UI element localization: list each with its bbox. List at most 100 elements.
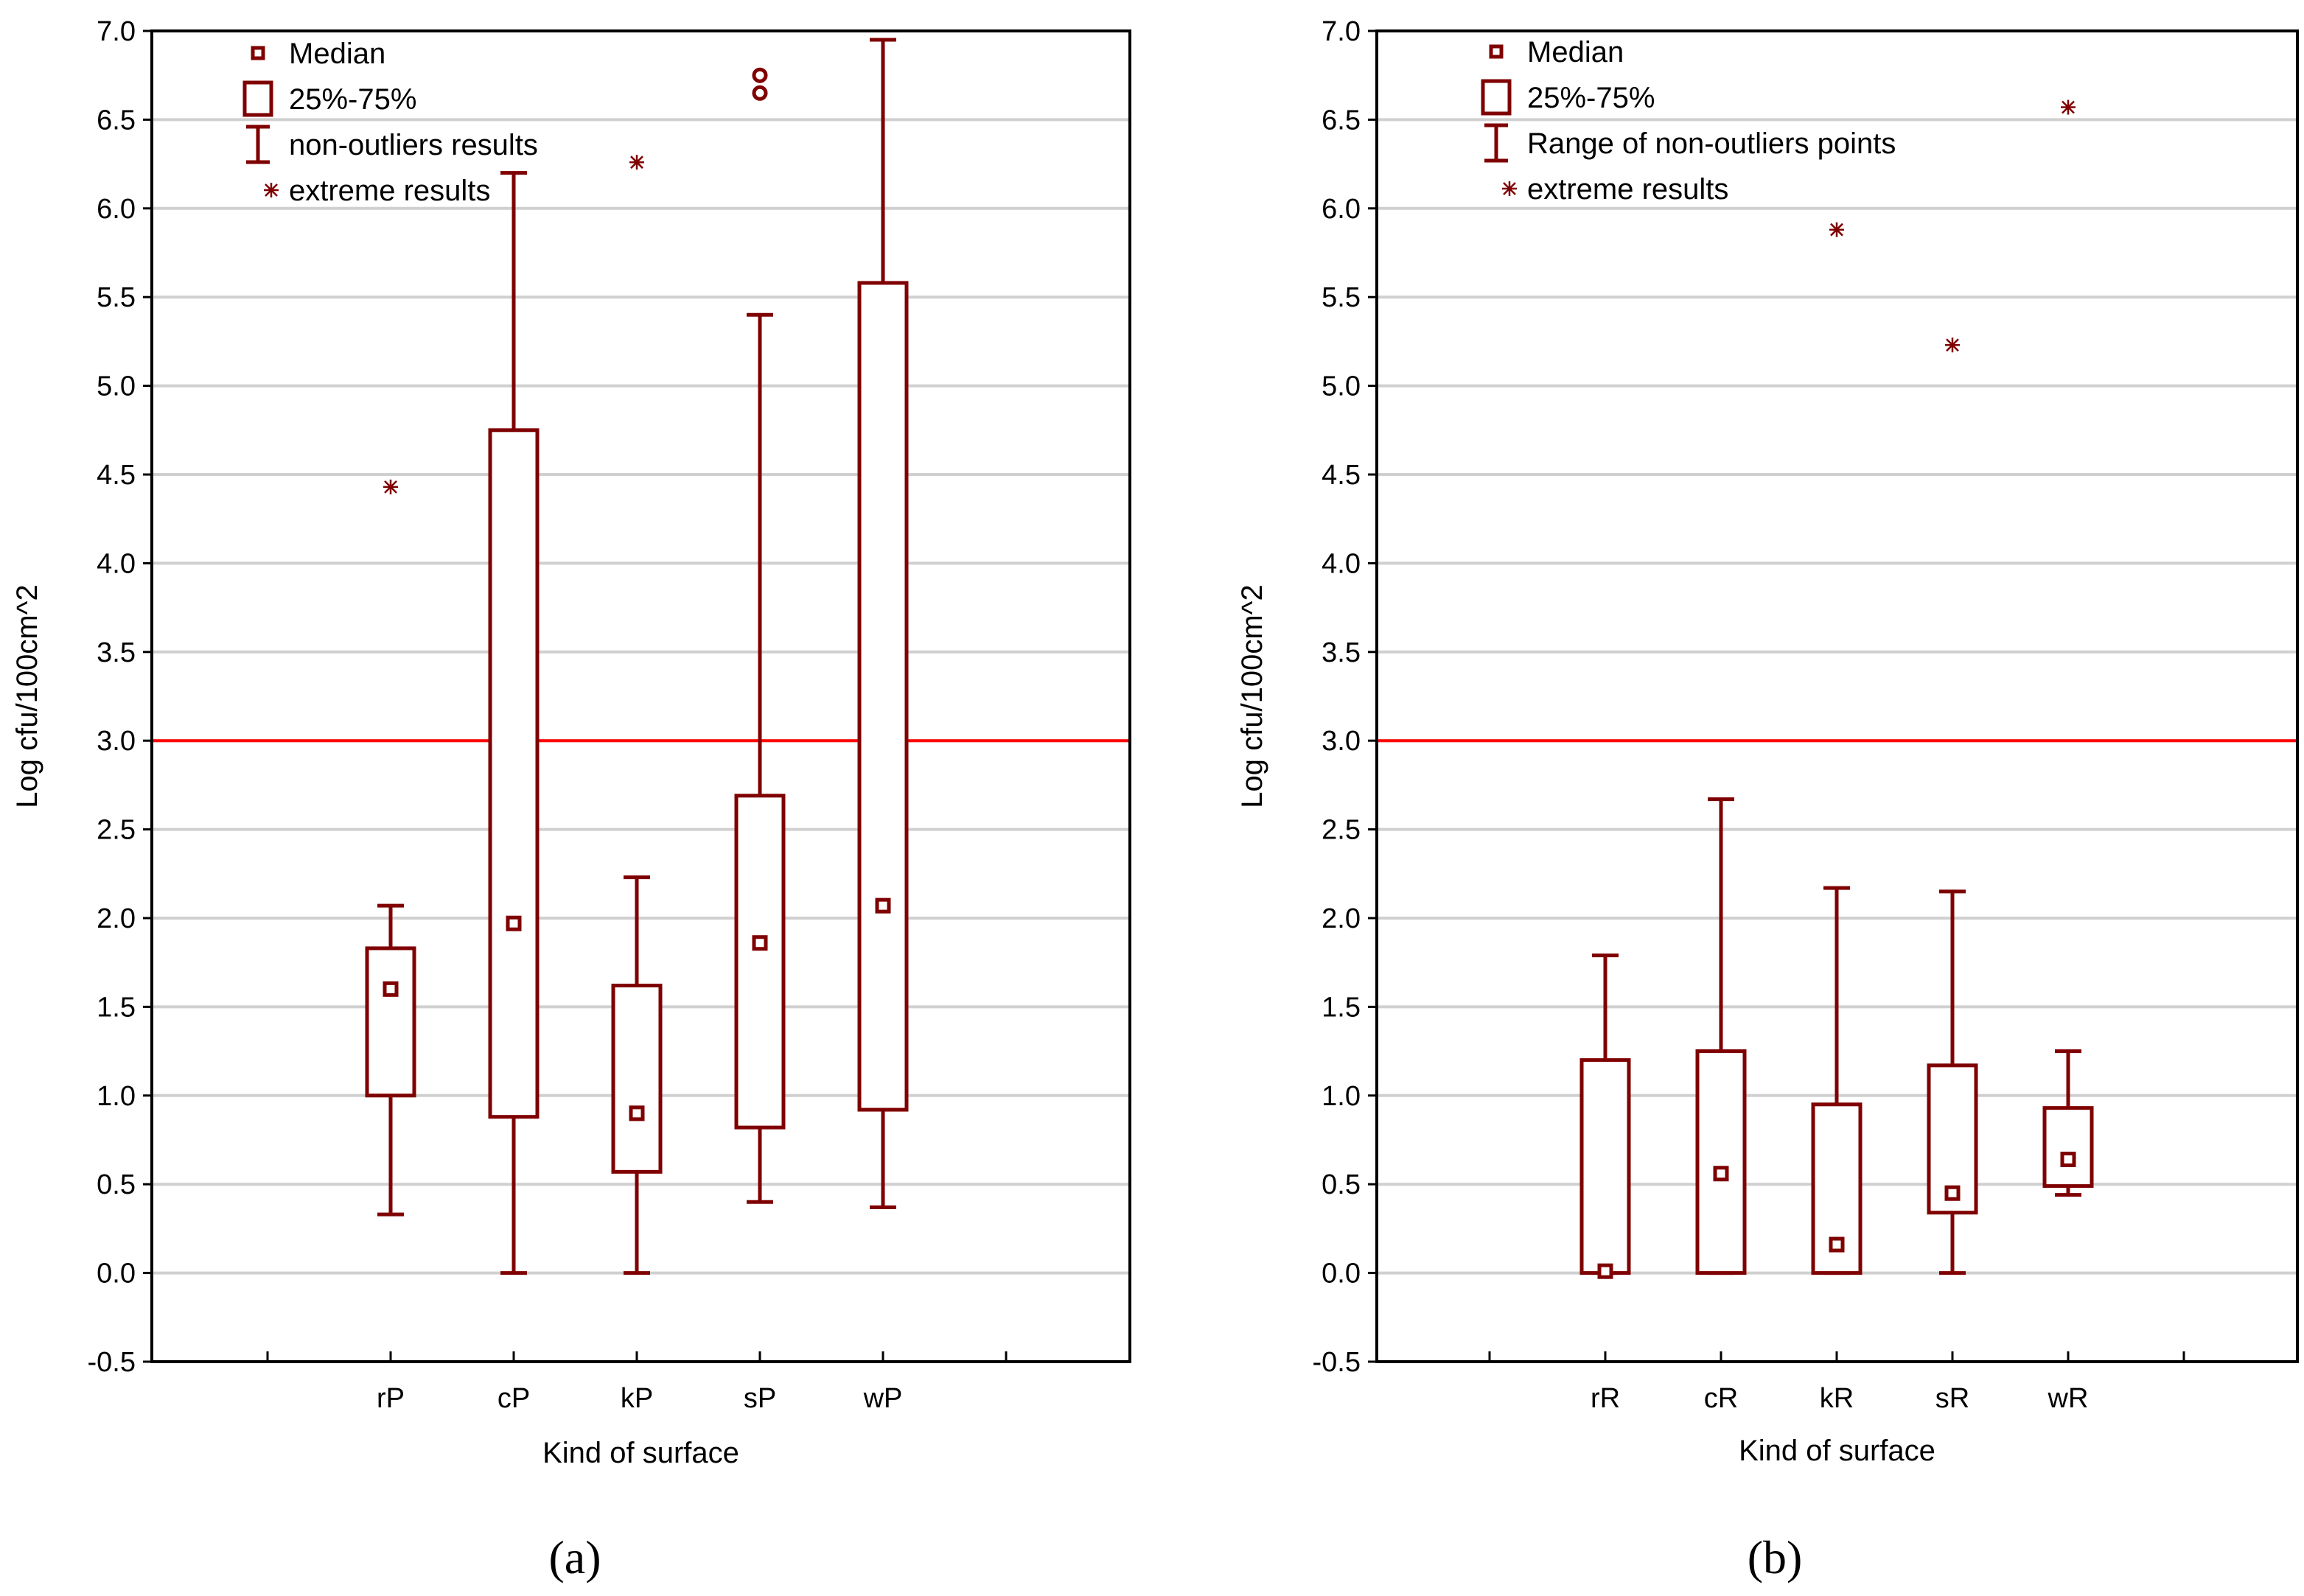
y-tick-label: 3.5 bbox=[1322, 637, 1361, 668]
panel-a: 7.0 6.5 6.0 5.5 5.0 4.5 4.0 3.5 3.0 2.5 2.0 1.5 1.0 0… bbox=[11, 16, 1131, 1583]
legend-label: extreme results bbox=[1527, 173, 1728, 206]
y-tick-label: 6.5 bbox=[1322, 105, 1361, 136]
y-tick-label: 4.5 bbox=[97, 460, 136, 491]
y-tick-label: 0.5 bbox=[1322, 1169, 1361, 1200]
box-sP bbox=[734, 67, 786, 1204]
iqr-box bbox=[365, 946, 416, 1098]
x-tick-label: sP bbox=[744, 1383, 776, 1414]
y-tick-label: 7.0 bbox=[1322, 16, 1361, 47]
box-sR bbox=[1927, 337, 1978, 1275]
x-tick-label: cP bbox=[498, 1383, 530, 1414]
box-wR bbox=[2042, 99, 2094, 1197]
iqr-box bbox=[1579, 1058, 1631, 1275]
x-tick-label: rP bbox=[377, 1383, 405, 1414]
y-tick-label: 5.0 bbox=[97, 371, 136, 402]
iqr-box bbox=[734, 794, 786, 1130]
y-tick-label: 1.0 bbox=[97, 1081, 136, 1112]
panel-label: (b) bbox=[1748, 1531, 1803, 1583]
legend-label: Median bbox=[289, 38, 385, 70]
legend-label: extreme results bbox=[289, 175, 490, 207]
plot-frame bbox=[150, 29, 1131, 1363]
median-marker bbox=[1944, 1185, 1961, 1201]
iqr-box bbox=[1695, 1049, 1747, 1275]
box-kP bbox=[611, 155, 663, 1275]
y-tick-label: 5.5 bbox=[97, 282, 136, 313]
y-tick-label: 6.0 bbox=[1322, 194, 1361, 225]
legend-box-symbol bbox=[1481, 79, 1512, 116]
y-tick-label: 6.5 bbox=[97, 105, 136, 136]
iqr-box bbox=[488, 428, 540, 1119]
legend-label: Median bbox=[1527, 36, 1624, 69]
extreme-stroke bbox=[630, 155, 643, 169]
y-tick-label: 3.0 bbox=[97, 726, 136, 757]
legend: Median 25%-75% non-outliers results extreme… bbox=[242, 38, 538, 207]
median-marker bbox=[383, 981, 399, 997]
y-tick-label: 6.0 bbox=[97, 194, 136, 225]
y-tick-label: 2.5 bbox=[97, 815, 136, 846]
extreme-point bbox=[2061, 99, 2076, 115]
extreme-point bbox=[1945, 337, 1960, 353]
iqr-box bbox=[2042, 1106, 2094, 1189]
legend-median-symbol bbox=[251, 46, 265, 60]
extreme-point bbox=[383, 479, 398, 494]
legend-label: non-outliers results bbox=[289, 129, 538, 161]
y-tick-label: 5.0 bbox=[1322, 371, 1361, 402]
legend-label: 25%-75% bbox=[289, 83, 416, 116]
y-tick-label: 5.5 bbox=[1322, 282, 1361, 313]
median-marker bbox=[1713, 1166, 1729, 1182]
extreme-stroke bbox=[2062, 100, 2075, 114]
extreme-stroke bbox=[384, 480, 397, 494]
y-axis-title: Log cfu/100cm^2 bbox=[11, 584, 43, 808]
extreme-point bbox=[629, 155, 644, 170]
y-tick-label: 3.0 bbox=[1322, 726, 1361, 757]
x-tick-label: wP bbox=[863, 1383, 903, 1414]
median-marker bbox=[1597, 1263, 1613, 1279]
y-tick-label: 1.5 bbox=[1322, 992, 1361, 1023]
y-tick-label: 2.5 bbox=[1322, 815, 1361, 846]
y-tick-label: 1.0 bbox=[1322, 1081, 1361, 1112]
median-marker bbox=[752, 935, 768, 951]
y-tick-label: 2.0 bbox=[1322, 903, 1361, 934]
median-marker bbox=[875, 897, 891, 914]
box-rR bbox=[1579, 953, 1631, 1279]
legend-median-symbol bbox=[1489, 44, 1504, 59]
box-cP bbox=[488, 171, 540, 1275]
legend-box-symbol bbox=[242, 80, 273, 117]
box-wP bbox=[857, 38, 909, 1210]
extreme-stroke bbox=[1830, 223, 1843, 237]
box-rP bbox=[365, 479, 416, 1217]
x-tick-label: sR bbox=[1935, 1383, 1969, 1414]
median-marker bbox=[629, 1105, 645, 1121]
x-tick-label: kR bbox=[1820, 1383, 1854, 1414]
y-axis-title: Log cfu/100cm^2 bbox=[1236, 584, 1268, 808]
median-marker bbox=[1829, 1236, 1845, 1253]
x-tick-label: kP bbox=[621, 1383, 653, 1414]
y-tick-label: 0.0 bbox=[97, 1259, 136, 1289]
legend-label: 25%-75% bbox=[1527, 82, 1655, 114]
extreme-point bbox=[1829, 222, 1844, 237]
y-tick-label: 4.0 bbox=[97, 548, 136, 579]
y-tick-label: 4.5 bbox=[1322, 460, 1361, 491]
x-axis-title: Kind of surface bbox=[1739, 1435, 1935, 1467]
legend-extreme-stroke bbox=[1503, 182, 1516, 195]
panel-b: 7.0 6.5 6.0 5.5 5.0 4.5 4.0 3.5 3.0 2.5 2.0 1.5 1.0 0… bbox=[1236, 16, 2299, 1583]
iqr-box bbox=[857, 281, 909, 1112]
legend: Median 25%-75% Range of non-outliers point… bbox=[1481, 36, 1896, 206]
y-tick-label: 2.0 bbox=[97, 903, 136, 934]
box-cR bbox=[1695, 797, 1747, 1275]
y-tick-label: 0.0 bbox=[1322, 1259, 1361, 1289]
y-tick-label: 1.5 bbox=[97, 992, 136, 1023]
iqr-box bbox=[611, 984, 663, 1174]
outlier-point bbox=[752, 67, 768, 83]
panel-label: (a) bbox=[548, 1531, 601, 1583]
legend-extreme-symbol bbox=[1502, 181, 1517, 196]
x-axis-title: Kind of surface bbox=[542, 1437, 739, 1469]
median-marker bbox=[2060, 1151, 2076, 1167]
y-tick-label: 0.5 bbox=[97, 1169, 136, 1200]
legend-extreme-stroke bbox=[265, 183, 278, 197]
box-kR bbox=[1811, 222, 1863, 1275]
x-tick-label: wR bbox=[2048, 1383, 2089, 1414]
outlier-point bbox=[752, 85, 768, 101]
y-tick-label: 3.5 bbox=[97, 637, 136, 668]
